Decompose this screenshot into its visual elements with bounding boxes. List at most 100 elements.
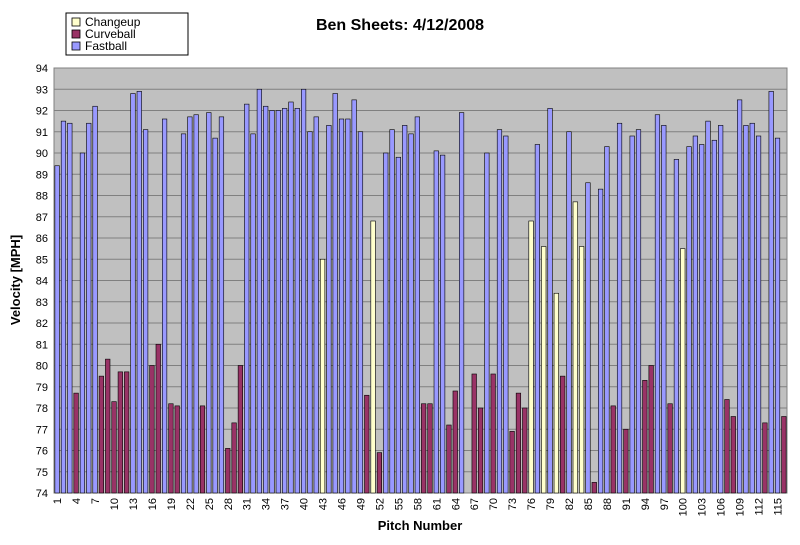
y-tick-label: 85	[36, 254, 48, 266]
x-tick-label: 55	[393, 498, 405, 510]
y-tick-label: 87	[36, 212, 48, 224]
bar-fastball	[180, 133, 187, 494]
bar-curveball	[730, 416, 736, 494]
legend-swatch-curveball	[71, 29, 81, 39]
bar-fastball	[288, 101, 294, 494]
bar-fastball	[440, 154, 446, 494]
legend: Changeup Curveball Fastball	[65, 12, 189, 56]
x-tick-label: 37	[280, 498, 292, 510]
bar-curveball	[364, 394, 370, 494]
x-tick-label: 52	[374, 498, 386, 510]
bar-changeup	[553, 292, 559, 494]
bar-fastball	[616, 122, 623, 494]
x-tick-label: 4	[71, 498, 83, 504]
x-tick-label: 46	[337, 498, 349, 510]
x-tick-label: 73	[507, 498, 519, 510]
bar-fastball	[332, 93, 338, 494]
bar-fastball	[673, 159, 679, 494]
x-tick-label: 28	[223, 498, 235, 510]
y-tick-label: 74	[36, 488, 48, 500]
y-tick-label: 83	[36, 297, 48, 309]
y-tick-label: 81	[36, 339, 48, 351]
bar-fastball	[711, 139, 717, 494]
y-tick-label: 77	[36, 424, 48, 436]
bar-curveball	[421, 403, 427, 494]
bar-fastball	[54, 165, 60, 494]
bar-fastball	[389, 129, 395, 494]
x-tick-label: 40	[299, 498, 311, 510]
bar-curveball	[98, 375, 104, 494]
y-tick-label: 79	[36, 382, 48, 394]
y-tick-label: 80	[36, 361, 48, 373]
bar-curveball	[648, 365, 654, 494]
bar-fastball	[484, 152, 490, 494]
x-tick-label: 85	[583, 498, 595, 510]
y-tick-label: 89	[36, 169, 48, 181]
bar-fastball	[92, 105, 98, 494]
bar-fastball	[699, 144, 705, 494]
bar-curveball	[509, 431, 515, 494]
bar-fastball	[187, 116, 193, 494]
x-tick-label: 97	[659, 498, 671, 510]
bar-curveball	[781, 416, 787, 494]
y-tick-label: 76	[36, 446, 48, 458]
x-tick-label: 67	[469, 498, 481, 510]
y-tick-label: 88	[36, 191, 48, 203]
bar-fastball	[67, 122, 73, 494]
bar-curveball	[667, 403, 673, 494]
bar-fastball	[60, 120, 67, 494]
bar-fastball	[458, 112, 465, 494]
bar-fastball	[244, 103, 250, 494]
y-tick-label: 75	[36, 467, 48, 479]
bar-curveball	[452, 390, 458, 494]
bar-curveball	[376, 452, 382, 494]
bar-fastball	[749, 122, 755, 494]
bar-curveball	[155, 343, 161, 494]
x-tick-label: 43	[318, 498, 330, 510]
bar-curveball	[591, 482, 597, 494]
bar-curveball	[515, 392, 522, 494]
bar-fastball	[301, 88, 307, 494]
bar-fastball	[774, 137, 781, 494]
bar-fastball	[598, 188, 604, 494]
x-tick-label: 22	[185, 498, 197, 510]
x-tick-label: 109	[735, 498, 747, 516]
x-tick-label: 115	[773, 498, 785, 516]
bar-changeup	[319, 258, 326, 494]
bar-fastball	[547, 108, 553, 494]
bar-curveball	[610, 405, 616, 494]
x-tick-label: 94	[640, 498, 652, 510]
bar-fastball	[503, 135, 509, 494]
bar-fastball	[162, 118, 168, 494]
x-tick-label: 16	[147, 498, 159, 510]
bar-curveball	[471, 373, 477, 494]
bar-curveball	[477, 407, 484, 494]
y-tick-label: 82	[36, 318, 48, 330]
x-tick-label: 76	[526, 498, 538, 510]
bar-curveball	[174, 405, 180, 494]
bar-curveball	[724, 399, 730, 494]
x-tick-label: 7	[90, 498, 102, 504]
bar-fastball	[294, 108, 300, 494]
x-tick-label: 91	[621, 498, 633, 510]
x-tick-label: 49	[355, 498, 367, 510]
y-tick-label: 86	[36, 233, 48, 245]
bar-fastball	[269, 110, 275, 494]
x-tick-label: 19	[166, 498, 178, 510]
bar-curveball	[522, 407, 528, 494]
bar-fastball	[338, 118, 345, 494]
x-tick-label: 25	[204, 498, 216, 510]
y-axis-title: Velocity [MPH]	[8, 235, 23, 325]
bar-curveball	[490, 373, 496, 494]
bar-changeup	[680, 248, 686, 494]
bar-curveball	[237, 365, 243, 494]
bar-fastball	[263, 105, 269, 494]
bar-changeup	[541, 246, 547, 494]
y-tick-label: 84	[36, 276, 48, 288]
y-tick-label: 94	[36, 63, 48, 75]
legend-label-curveball: Curveball	[85, 27, 136, 41]
bar-fastball	[250, 133, 256, 494]
x-tick-label: 112	[754, 498, 766, 516]
bar-fastball	[743, 125, 749, 494]
